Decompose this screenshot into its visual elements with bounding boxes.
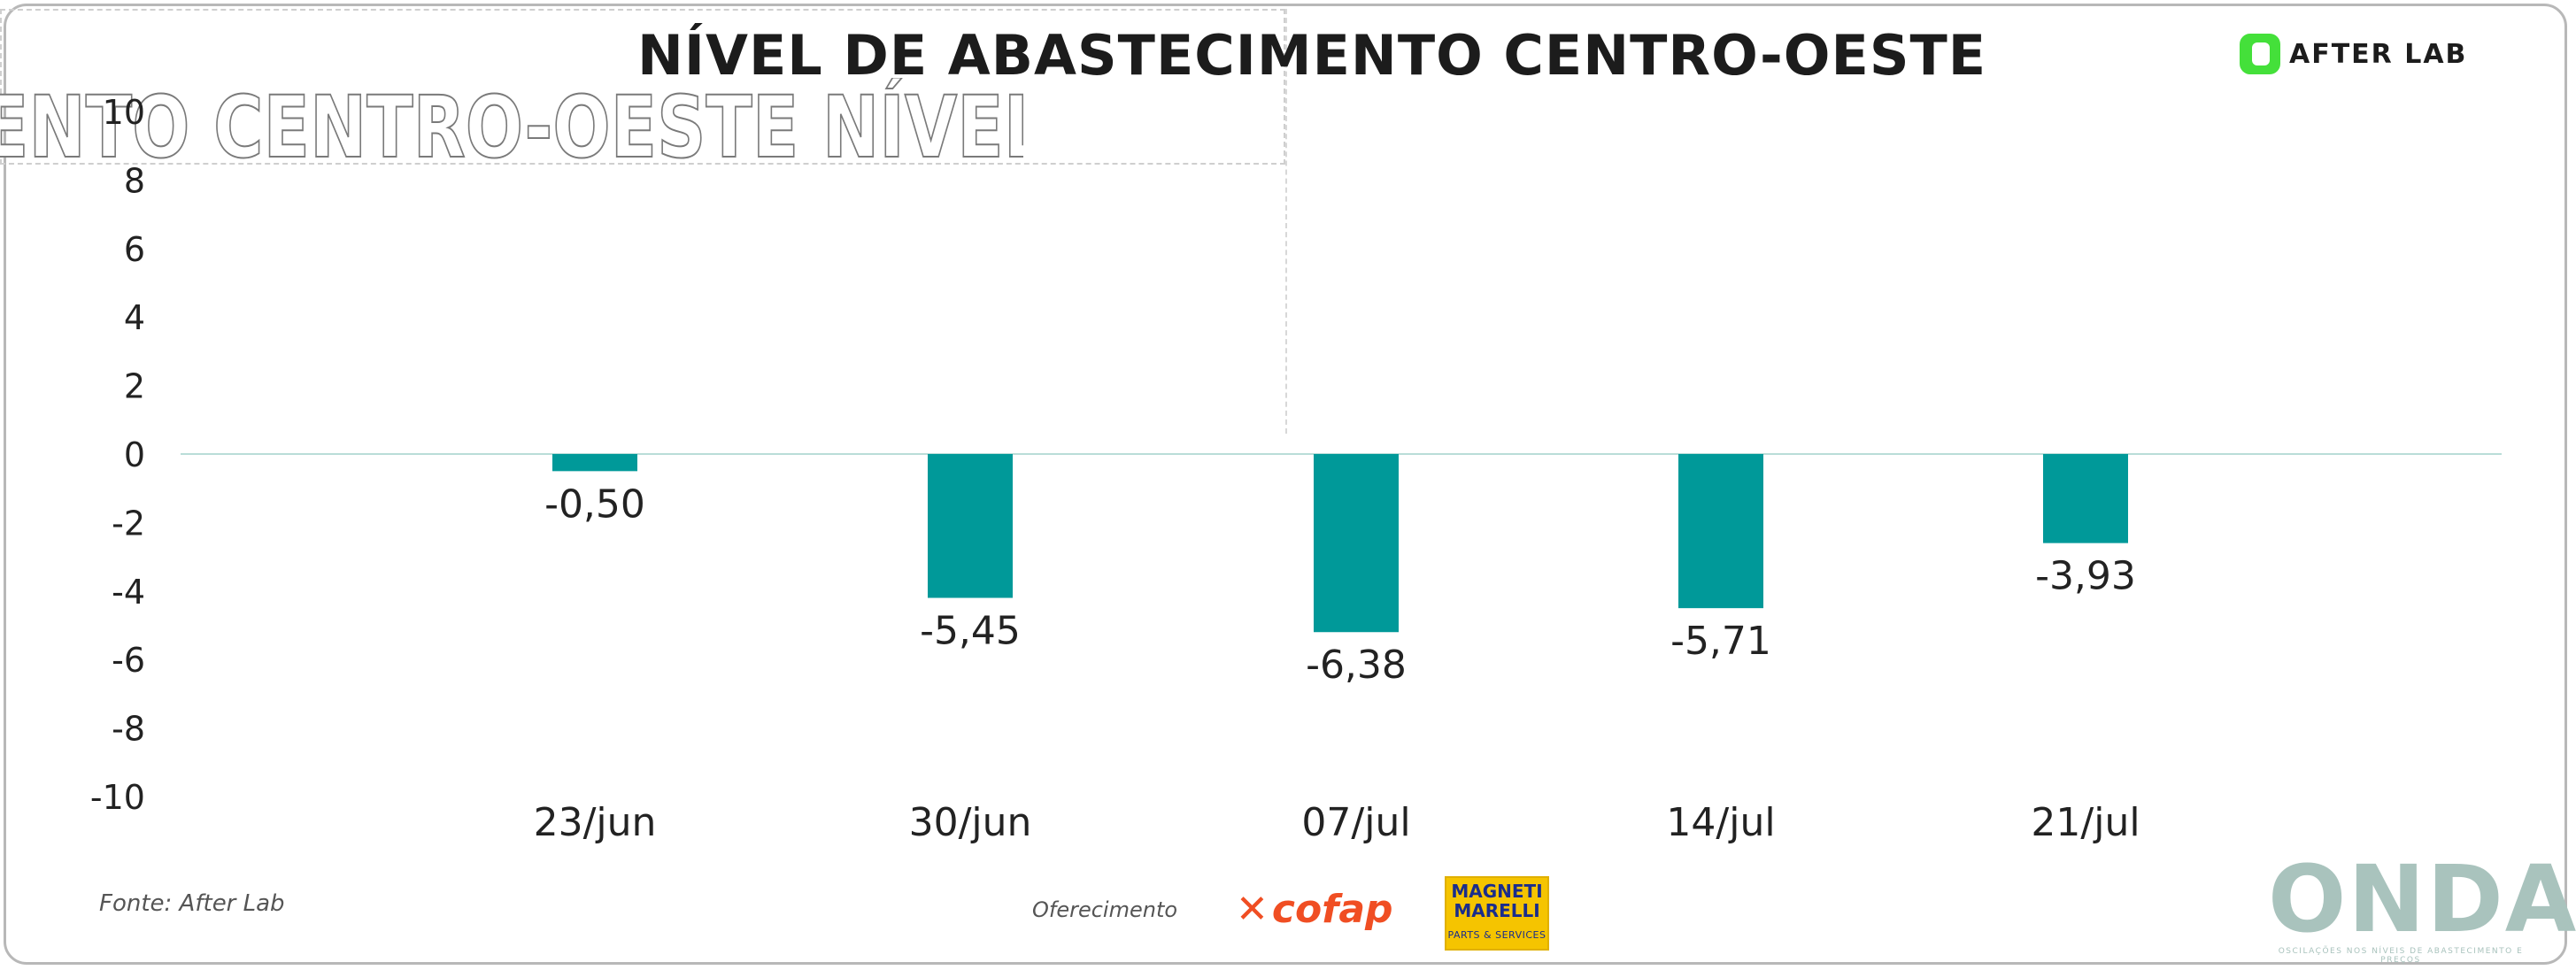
- source-note: Fonte: After Lab: [99, 890, 285, 917]
- x-tick-label: 23/jun: [534, 800, 657, 845]
- magneti-marelli-tagline: PARTS & SERVICES: [1447, 929, 1546, 941]
- ghost-title-box: [0, 9, 1285, 165]
- bar-value-label: -0,50: [544, 481, 645, 527]
- y-tick-label: -4: [112, 573, 145, 612]
- category-labels: 23/jun 30/jun 07/jul 14/jul 21/jul: [534, 800, 2140, 845]
- y-tick-label: 10: [103, 93, 145, 132]
- x-tick-label: 07/jul: [1301, 800, 1410, 845]
- y-tick-label: 4: [124, 298, 145, 337]
- y-tick-label: 6: [124, 230, 145, 269]
- chart-frame: [4, 4, 2567, 965]
- bar: [552, 454, 637, 472]
- bar-value-label: -6,38: [1306, 643, 1407, 688]
- ghost-title-overlay: ENTO CENTRO-OESTE NÍVEL DE ABASTECIM: [0, 78, 1023, 177]
- y-axis-ticks: 10 8 6 4 2 0 -2 -4 -6 -8 -10: [90, 93, 145, 817]
- cofap-logo-text: cofap: [1271, 887, 1393, 932]
- ghost-guide-line: [1285, 9, 1287, 434]
- y-tick-label: 8: [124, 161, 145, 200]
- bar: [928, 454, 1013, 598]
- y-tick-label: -2: [112, 504, 145, 543]
- bars: [552, 454, 2128, 633]
- onda-logo-text: ONDA: [2268, 845, 2576, 953]
- bar: [2043, 454, 2128, 543]
- cofap-x-icon: ✕: [1236, 887, 1269, 932]
- x-tick-label: 21/jul: [2031, 800, 2140, 845]
- bar: [1678, 454, 1763, 609]
- onda-logo: ONDA OSCILAÇÕES NOS NÍVEIS DE ABASTECIME…: [2268, 845, 2576, 965]
- y-tick-label: -6: [112, 641, 145, 680]
- x-tick-label: 30/jun: [909, 800, 1032, 845]
- bar-value-label: -5,71: [1670, 619, 1771, 664]
- bar: [1314, 454, 1399, 633]
- bar-value-label: -5,45: [920, 609, 1021, 654]
- x-tick-label: 14/jul: [1666, 800, 1775, 845]
- y-tick-label: -8: [112, 710, 145, 749]
- bar-value-label: -3,93: [2035, 554, 2136, 599]
- chart-title: NÍVEL DE ABASTECIMENTO CENTRO-OESTE: [637, 23, 1987, 88]
- y-tick-label: 0: [124, 435, 145, 474]
- afterlab-logo-text: AFTER LAB: [2289, 38, 2468, 70]
- magneti-marelli-name: MAGNETI MARELLI: [1451, 881, 1543, 921]
- value-labels: -0,50 -5,45 -6,38 -5,71 -3,93: [544, 481, 2136, 688]
- afterlab-logo: AFTER LAB: [2240, 34, 2467, 74]
- cofap-logo: ✕ cofap: [1236, 887, 1393, 932]
- y-tick-label: -10: [90, 778, 145, 817]
- afterlab-mark-icon: [2240, 34, 2280, 74]
- y-tick-label: 2: [124, 367, 145, 406]
- magneti-marelli-logo: MAGNETI MARELLI PARTS & SERVICES: [1445, 876, 1549, 951]
- sponsor-label: Oferecimento: [1032, 897, 1178, 922]
- onda-tagline: OSCILAÇÕES NOS NÍVEIS DE ABASTECIMENTO E…: [2278, 947, 2524, 965]
